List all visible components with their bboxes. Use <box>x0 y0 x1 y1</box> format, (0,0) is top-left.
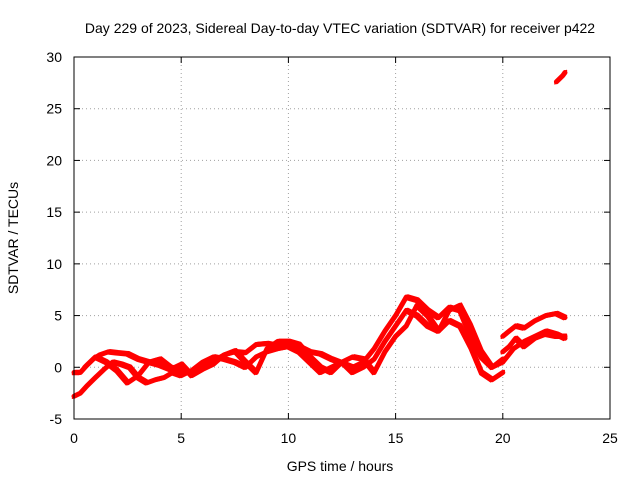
series-jitter-trace-c <box>82 306 503 386</box>
y-axis-title: SDTVAR / TECUs <box>5 182 21 294</box>
series-jitter-trace-a <box>71 298 503 376</box>
y-tick-label: 10 <box>46 256 62 272</box>
y-tick-label: 30 <box>46 49 62 65</box>
series-jitter-late-upper <box>500 314 565 340</box>
series-jitter-late-mid <box>503 328 568 361</box>
series-jitter-late-upper <box>503 310 568 336</box>
y-tick-label: 15 <box>46 204 62 220</box>
plot-frame <box>73 56 611 420</box>
y-tick-label: -5 <box>50 411 63 427</box>
x-tick-label: 15 <box>388 430 404 446</box>
x-tick-label: 20 <box>495 430 511 446</box>
chart-title: Day 229 of 2023, Sidereal Day-to-day VTE… <box>85 20 595 36</box>
series-jitter-late-lower <box>500 335 565 355</box>
series-jitter-trace-b <box>71 311 503 399</box>
series-jitter-trace-c <box>85 302 506 382</box>
y-tick-label: 25 <box>46 101 62 117</box>
x-tick-label: 25 <box>602 430 618 446</box>
x-tick-label: 10 <box>281 430 297 446</box>
series-jitter-trace-b <box>74 307 506 395</box>
x-tick-label: 0 <box>70 430 78 446</box>
series-layer <box>71 69 568 399</box>
x-tick-label: 5 <box>177 430 185 446</box>
series-jitter-late-mid <box>500 332 565 365</box>
y-tick-label: 20 <box>46 152 62 168</box>
series-line-trace-c <box>82 302 506 386</box>
x-axis-title: GPS time / hours <box>287 458 394 474</box>
ticks: 0 5 10 15 20 25 -5 0 5 10 15 20 25 30 <box>46 49 618 446</box>
y-tick-label: 0 <box>54 359 62 375</box>
grid <box>74 57 610 419</box>
series-jitter-outlier-segment <box>554 73 565 85</box>
y-tick-label: 5 <box>54 308 62 324</box>
series-line-trace-b <box>71 307 506 399</box>
series-line-trace-a <box>71 294 506 375</box>
